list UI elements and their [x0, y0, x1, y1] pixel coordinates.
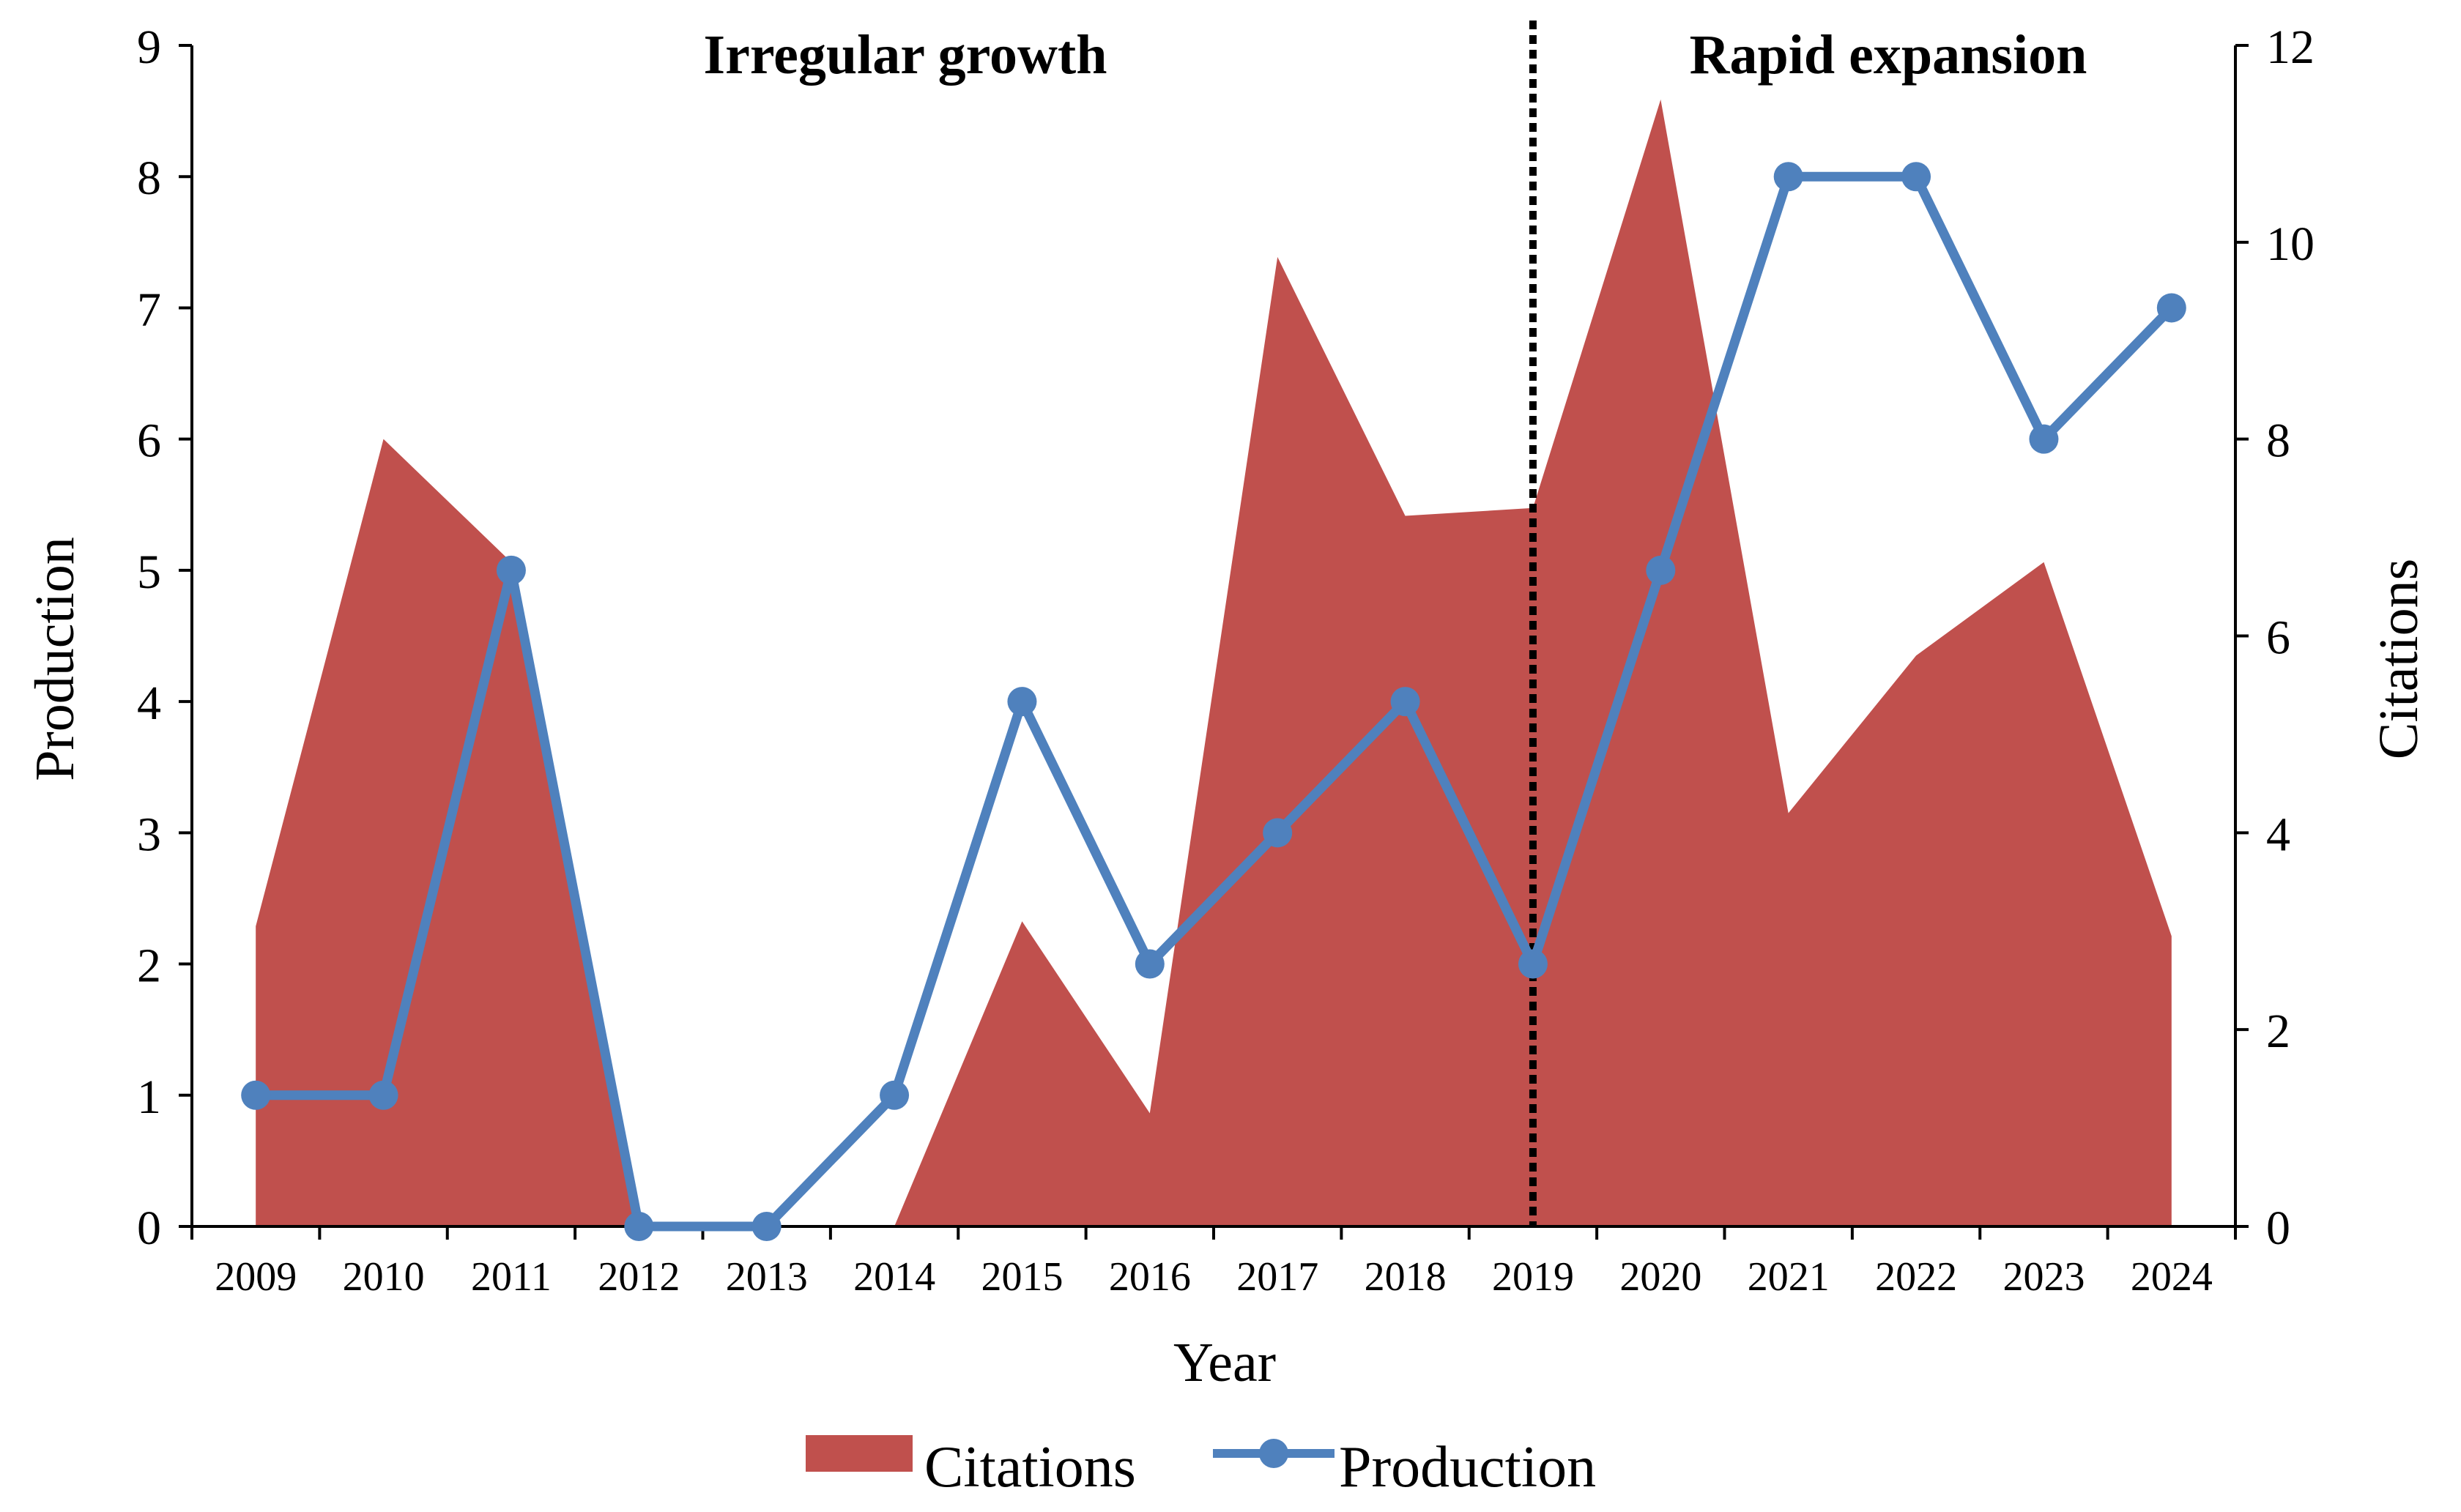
y-right-tick-label: 12 [2266, 21, 2315, 74]
production-point [241, 1080, 271, 1110]
citations-area-layer [256, 99, 2172, 1226]
production-point [368, 1080, 398, 1110]
production-point [2029, 424, 2059, 454]
x-tick-label: 2012 [598, 1254, 680, 1300]
x-axis-title: Year [1173, 1332, 1276, 1393]
x-tick-label: 2020 [1619, 1254, 1701, 1300]
production-point [1007, 687, 1037, 717]
x-tick-label: 2013 [726, 1254, 808, 1300]
x-tick-label: 2016 [1109, 1254, 1191, 1300]
y-left-tick-label: 0 [137, 1202, 161, 1255]
y-right-tick-label: 2 [2266, 1005, 2290, 1058]
x-tick-label: 2023 [2002, 1254, 2085, 1300]
y-right-tick-label: 4 [2266, 808, 2290, 861]
production-point [1263, 818, 1293, 848]
x-tick-label: 2014 [853, 1254, 935, 1300]
y-left-tick-label: 9 [137, 21, 161, 74]
production-line [250, 171, 2177, 1232]
production-point [1390, 687, 1420, 717]
x-tick-label: 2022 [1875, 1254, 1957, 1300]
y-left-tick-label: 6 [137, 414, 161, 468]
production-point [2156, 293, 2186, 323]
y-right-tick-label: 8 [2266, 414, 2290, 468]
x-tick-label: 2018 [1365, 1254, 1447, 1300]
y-right-tick-label: 10 [2266, 217, 2315, 271]
y-axis-left-title: Production [24, 537, 86, 781]
y-left-tick-label: 7 [137, 283, 161, 336]
phase-label-rapid-expansion: Rapid expansion [1690, 24, 2087, 86]
production-point [1518, 949, 1548, 979]
production-line-layer [241, 162, 2186, 1241]
production-point [751, 1212, 782, 1241]
y-left-tick-label: 8 [137, 152, 161, 205]
legend: Citations Production [806, 1435, 1596, 1500]
x-tick-label: 2010 [343, 1254, 425, 1300]
x-tick-label: 2011 [471, 1254, 552, 1300]
production-point [1901, 162, 1931, 192]
y-left-tick-label: 3 [137, 808, 161, 861]
production-point [496, 555, 526, 585]
legend-marker-production [1259, 1439, 1288, 1468]
production-point [880, 1080, 910, 1110]
citations-area [256, 99, 2172, 1226]
production-point [1135, 949, 1165, 979]
legend-label-citations: Citations [924, 1435, 1136, 1500]
y-axis-right-title: Citations [2368, 559, 2430, 759]
x-tick-label: 2021 [1748, 1254, 1830, 1300]
y-right-tick-label: 6 [2266, 611, 2290, 665]
phase-label-irregular-growth: Irregular growth [704, 24, 1107, 86]
x-tick-label: 2009 [215, 1254, 297, 1300]
labels-layer: Irregular growth Rapid expansion Year Pr… [24, 24, 2430, 1393]
x-tick-label: 2015 [981, 1254, 1063, 1300]
x-tick-label: 2017 [1236, 1254, 1318, 1300]
production-point [624, 1212, 654, 1241]
x-tick-label: 2024 [2131, 1254, 2213, 1300]
legend-label-production: Production [1339, 1435, 1596, 1500]
y-left-tick-label: 1 [137, 1070, 161, 1124]
y-left-tick-label: 5 [137, 545, 161, 599]
y-right-tick-label: 0 [2266, 1202, 2290, 1255]
production-point [1646, 555, 1676, 585]
x-tick-label: 2019 [1492, 1254, 1574, 1300]
y-left-tick-label: 2 [137, 939, 161, 993]
legend-swatch-citations [806, 1435, 913, 1472]
y-left-tick-label: 4 [137, 677, 161, 730]
production-point [1773, 162, 1803, 192]
